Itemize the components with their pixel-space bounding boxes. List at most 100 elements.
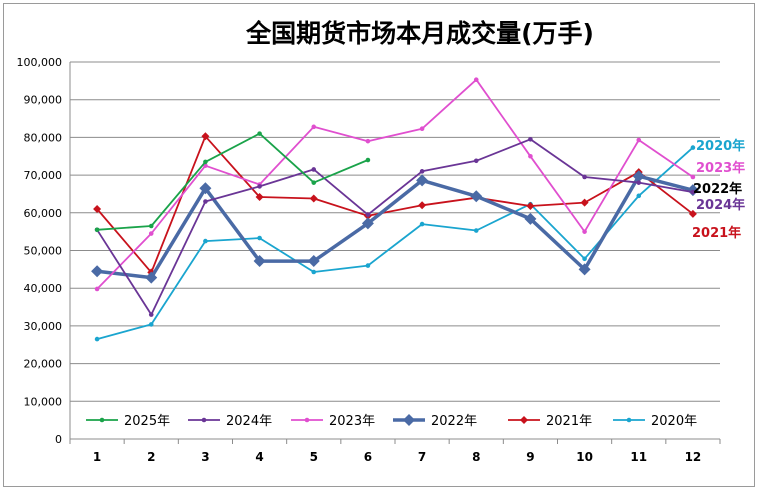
data-point [253,255,266,268]
series-line-2022年 [96,174,694,280]
series-end-label: 2020年 [696,138,745,154]
data-point [309,194,318,203]
data-point [201,132,210,141]
data-point [473,228,479,233]
legend-label: 2023年 [329,414,375,429]
data-point [257,235,262,241]
legend-swatch-marker [99,417,105,423]
data-point [528,153,533,159]
y-tick-label: 60,000 [24,207,63,220]
series-line-2024年 [96,138,694,316]
x-tick-label: 6 [364,450,372,464]
x-tick-label: 7 [418,450,426,464]
y-tick-label: 30,000 [24,320,63,333]
chart-title: 全国期货市场本月成交量(万手) [245,19,594,48]
data-point [203,159,208,165]
y-tick-label: 20,000 [24,358,63,371]
y-tick-label: 100,000 [17,56,63,69]
data-point [419,221,425,227]
data-point [148,322,154,327]
x-tick-label: 12 [685,450,702,464]
data-point [690,174,696,180]
data-point [416,174,429,187]
data-point [528,136,533,142]
x-tick-label: 5 [310,450,318,464]
data-point [365,212,371,217]
legend-label: 2025年 [124,414,170,429]
data-point [582,174,587,180]
data-point [93,205,102,214]
data-point [636,180,642,185]
legend-swatch-marker [626,417,632,423]
legend-label: 2020年 [651,414,697,429]
x-tick-label: 10 [576,450,593,464]
series-line-2021年 [96,135,694,274]
data-point [148,312,154,317]
data-point [94,336,100,342]
data-point [148,231,154,236]
data-point [473,158,479,164]
data-point [361,217,374,230]
x-tick-label: 9 [526,450,534,464]
series-line-2020年 [96,146,694,340]
y-tick-label: 40,000 [24,282,63,295]
y-tick-label: 10,000 [24,395,63,408]
series-end-label: 2021年 [692,225,741,241]
x-tick-label: 2 [147,450,155,464]
x-tick-label: 8 [472,450,480,464]
data-point [578,263,591,276]
y-tick-label: 50,000 [24,245,63,258]
data-point [307,255,320,268]
series-end-label: 2023年 [696,160,745,176]
data-point [365,157,371,163]
series-line-2025年 [97,132,369,231]
data-point [365,263,371,268]
data-point [94,286,100,292]
x-tick-label: 4 [255,450,263,464]
data-point [311,167,317,172]
data-point [524,212,537,225]
y-tick-label: 90,000 [24,94,63,107]
data-point [632,170,645,183]
series-end-label: 2022年 [693,181,742,197]
data-point [145,271,158,284]
data-point [311,180,317,185]
data-point [690,189,696,195]
legend-label: 2024年 [226,414,272,429]
data-point [148,223,154,229]
data-point [636,137,642,143]
legend-swatch-marker [201,417,207,423]
data-point [91,265,104,278]
data-point [582,229,587,234]
data-point [311,269,317,275]
x-tick-label: 1 [93,450,101,464]
legend-label: 2022年 [431,414,477,429]
y-tick-label: 0 [55,433,62,446]
data-point [580,198,589,207]
data-point [690,145,696,150]
y-tick-label: 70,000 [24,169,63,182]
data-point [418,201,427,210]
data-point [636,193,642,199]
data-point [419,126,425,132]
data-point [473,77,479,83]
data-point [203,238,208,244]
data-point [255,192,264,201]
data-point [365,138,371,144]
legend-swatch-marker [520,416,528,424]
data-point [470,190,483,203]
legend-swatch-marker [304,417,310,423]
data-point [257,131,262,136]
data-point [688,209,697,218]
data-point [311,124,317,130]
data-point [257,184,262,189]
series-end-label: 2024年 [696,197,745,213]
data-point [94,227,100,233]
x-tick-label: 11 [630,450,647,464]
x-tick-label: 3 [201,450,209,464]
legend-label: 2021年 [546,414,592,429]
data-point [199,182,212,195]
y-tick-label: 80,000 [24,131,63,144]
series-line-2023年 [96,78,694,290]
